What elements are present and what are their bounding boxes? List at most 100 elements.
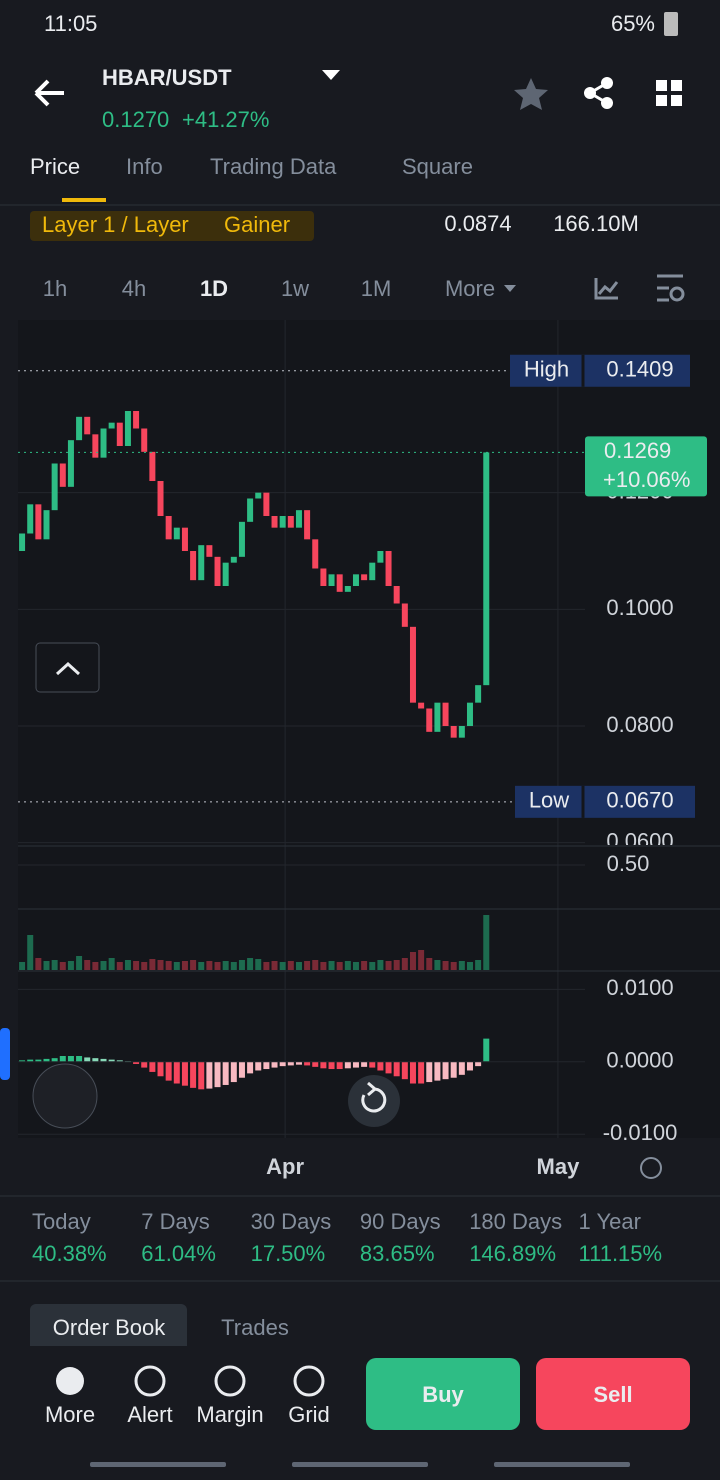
interval[interactable]: 1h [43, 276, 67, 301]
macd-bar [35, 1059, 42, 1062]
candle-body [426, 708, 433, 732]
high-name: High [524, 357, 569, 382]
buy-label[interactable]: Buy [422, 1382, 464, 1407]
interval[interactable]: 1M [361, 276, 392, 301]
tag-box[interactable] [30, 211, 314, 241]
settings-button[interactable] [657, 274, 683, 302]
back-button[interactable] [34, 79, 64, 107]
volume-bar [295, 962, 302, 970]
low-box [515, 785, 695, 818]
volume-bar [279, 962, 286, 970]
low-name: Low [529, 788, 569, 813]
share[interactable] [584, 77, 613, 109]
sell-label[interactable]: Sell [593, 1382, 632, 1407]
candle-body [287, 516, 294, 528]
indicator-button[interactable] [594, 278, 619, 300]
tab[interactable]: Price [30, 154, 80, 179]
nav-label[interactable]: More [45, 1402, 95, 1427]
candle-body [19, 533, 26, 551]
y-tick-label: 0.50 [607, 851, 650, 876]
volume-bar [222, 961, 229, 970]
tag[interactable]: Gainer [224, 212, 290, 237]
book-tab[interactable]: Order Book [53, 1315, 166, 1340]
candle-body [173, 527, 180, 540]
buy-button[interactable] [366, 1358, 520, 1430]
volume-bar [198, 962, 205, 970]
interval[interactable]: More [445, 276, 495, 301]
collapse-button[interactable] [35, 642, 100, 693]
volume-bar [385, 961, 392, 970]
battery: 65% [611, 11, 655, 36]
y-tick-label: 0.0000 [606, 1048, 673, 1073]
volume-bar [230, 962, 237, 970]
nav-label[interactable]: Alert [127, 1402, 172, 1427]
macd-bar [84, 1057, 91, 1062]
volume-bar [361, 961, 368, 970]
volume-bar [43, 961, 50, 970]
candle-body [198, 545, 205, 581]
reset-button[interactable] [348, 1075, 400, 1127]
macd-bar [59, 1056, 66, 1062]
macd-bar [190, 1061, 197, 1088]
macd-bar [409, 1061, 416, 1084]
nav-label[interactable]: Grid [288, 1402, 330, 1427]
side-tab[interactable] [0, 1028, 10, 1080]
candle-body [108, 422, 115, 429]
more-arrow[interactable] [504, 285, 516, 292]
volume-bar [92, 962, 99, 970]
theme-button[interactable] [640, 1157, 662, 1179]
volume-bar [263, 962, 270, 970]
macd-bar [279, 1061, 286, 1067]
volume-bar [76, 956, 83, 970]
tab[interactable]: Trading Data [210, 154, 337, 179]
book-tab[interactable]: Trades [221, 1315, 289, 1340]
candle-body [222, 562, 229, 586]
tab[interactable]: Info [126, 154, 163, 179]
interval[interactable]: 1D [200, 276, 228, 301]
nav-label[interactable]: Margin [196, 1402, 263, 1427]
candle-body [369, 562, 376, 581]
nav-icon[interactable] [293, 1365, 325, 1397]
macd-bar [377, 1061, 384, 1071]
volume-bar [124, 960, 131, 970]
settings-button[interactable] [669, 286, 685, 302]
volume-bar [426, 958, 433, 970]
macd-bar [304, 1061, 311, 1066]
perf-label: Today [32, 1209, 91, 1234]
tag[interactable]: Layer 1 / Layer [42, 212, 189, 237]
perf-value: 61.04% [141, 1241, 216, 1266]
pair[interactable]: HBAR/USDT [102, 65, 232, 90]
macd-bar [401, 1061, 408, 1080]
candle-body [304, 510, 311, 540]
volume-bar [336, 962, 343, 970]
macd-bar [434, 1061, 441, 1081]
tab[interactable]: Square [402, 154, 473, 179]
nav-handle [90, 1462, 226, 1467]
interval[interactable]: 4h [122, 276, 146, 301]
nav-icon[interactable] [214, 1365, 246, 1397]
nav-icon[interactable] [56, 1367, 84, 1395]
candle-body [401, 603, 408, 627]
tab-box[interactable] [30, 1304, 187, 1352]
candle-body [165, 516, 172, 540]
candle-body [377, 551, 384, 563]
volume-bar [304, 961, 311, 970]
candle-body [385, 551, 392, 586]
nav-icon[interactable] [134, 1365, 166, 1397]
candle-body [92, 434, 99, 458]
nav-handle [494, 1462, 630, 1467]
candle-body [336, 574, 343, 592]
interval[interactable]: 1w [281, 276, 309, 301]
last-change: +10.06% [603, 467, 690, 492]
volume-bar [344, 961, 351, 970]
menu-grid[interactable] [656, 80, 682, 106]
candle-body [149, 451, 156, 481]
volume-bar [181, 961, 188, 970]
favorite[interactable] [514, 78, 548, 110]
volume-bar [51, 960, 58, 970]
volume-bar [271, 961, 278, 970]
pair-dropdown[interactable] [322, 70, 340, 80]
sell-button[interactable] [536, 1358, 690, 1430]
macd-bar [149, 1061, 156, 1072]
